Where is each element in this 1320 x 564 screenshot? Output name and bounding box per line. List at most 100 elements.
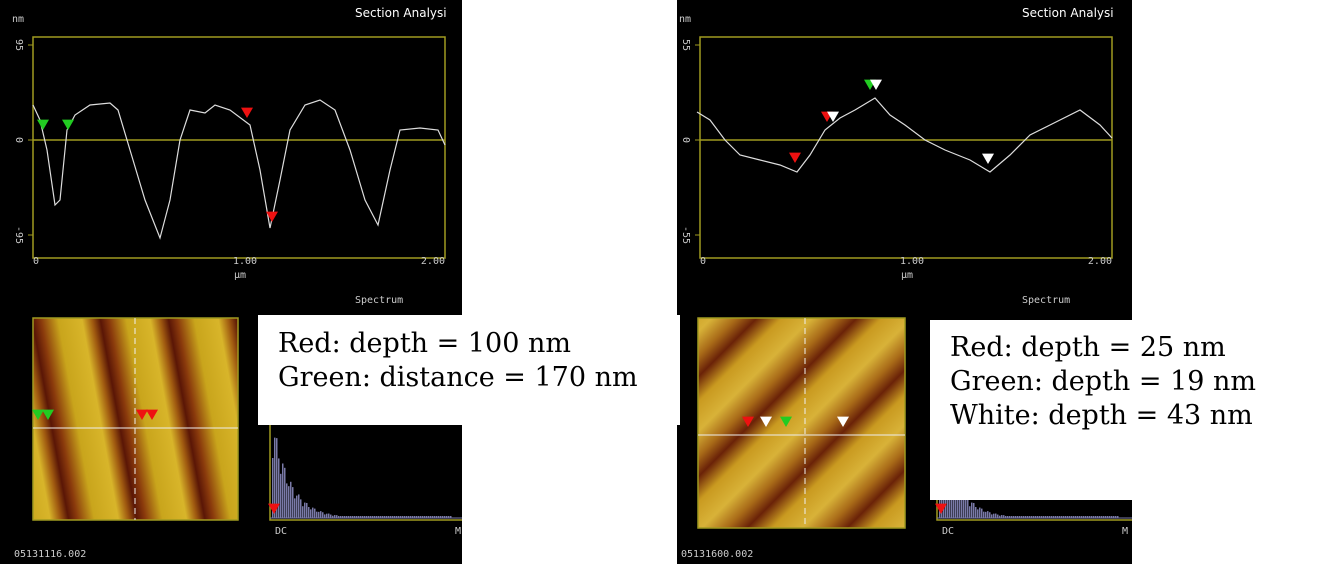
spectrum-bar [278,458,280,518]
cursor-marker [268,503,280,514]
spectrum-bar [1023,516,1025,518]
spectrum-bar [1117,516,1119,518]
spectrum-bar [326,513,328,518]
spectrum-bar [310,509,312,518]
spectrum-bar [1047,516,1049,518]
spectrum-bar [414,516,416,518]
spectrum-bar [999,515,1001,518]
cursor-marker [146,409,158,420]
spectrum-bar [382,516,384,518]
spectrum-bar [304,502,306,518]
spectrum-bar [332,515,334,518]
spectrum-tick: M [455,526,461,537]
spectrum-bar [1101,516,1103,518]
panel-title: Section Analysi [1022,6,1114,20]
spectrum-bar [1057,516,1059,518]
spectrum-bar [1075,516,1077,518]
spectrum-bar [370,516,372,518]
spectrum-bar [306,502,308,518]
spectrum-bar [432,516,434,518]
spectrum-bar [1079,516,1081,518]
cursor-marker [136,409,148,420]
y-tick-label: 95 [13,39,24,51]
spectrum-bar [276,438,278,518]
spectrum-tick: DC [942,526,954,537]
spectrum-bar [318,511,320,518]
spectrum-bar [1105,516,1107,518]
spectrum-bar [1039,516,1041,518]
spectrum-bar [282,463,284,518]
spectrum-bar [336,515,338,518]
x-axis-label: µm [901,270,913,281]
spectrum-bar [446,516,448,518]
spectrum-bar [354,516,356,518]
spectrum-bar [322,512,324,518]
cursor-marker [935,503,947,514]
spectrum-bar [314,508,316,518]
spectrum-bar [1019,516,1021,518]
screenshot-panel: nm Section Analysi 55 0 -55 0 1.00 2.00 µm Spectr… [677,0,1132,564]
spectrum-bar [328,513,330,518]
plot-frame [32,36,446,259]
screenshot-panel: nm Section Analysi 95 0 -95 0 1.00 2.00 µm Spectr… [0,0,462,564]
spectrum-bar [1111,516,1113,518]
spectrum-bar [398,516,400,518]
note-text: Red: depth = 25 nm [950,332,1226,363]
cursor-marker [42,409,54,420]
spectrum-bar [1045,516,1047,518]
spectrum-bar [1003,515,1005,518]
spectrum-bar [981,508,983,518]
spectrum-bar [412,516,414,518]
spectrum-bar [320,511,322,518]
spectrum-bar [388,516,390,518]
spectrum-bar [360,516,362,518]
spectrum-bar [973,502,975,518]
note-box [930,320,1320,500]
y-tick-label: -95 [13,226,24,244]
spectrum-bar [987,511,989,518]
spectrum-bar [1011,516,1013,518]
spectrum-bar [1049,516,1051,518]
spectrum-bar [969,506,971,518]
spectrum-bar [1109,516,1111,518]
spectrum-bar [442,516,444,518]
spectrum-bar [410,516,412,518]
x-tick-label: 0 [700,256,706,267]
spectrum-bar [436,516,438,518]
spectrum-bar [1029,516,1031,518]
spectrum-bar [342,516,344,518]
spectrum-bar [1087,516,1089,518]
spectrum-bar [989,512,991,518]
spectrum-bar [1017,516,1019,518]
x-tick-label: 2.00 [1088,256,1112,267]
spectrum-bar [300,499,302,518]
spectrum-title: Spectrum [1022,295,1070,306]
spectrum-bar [1093,516,1095,518]
spectrum-bar [1065,516,1067,518]
spectrum-bar [963,495,965,518]
spectrum-bar [1015,516,1017,518]
spectrum-bar [404,516,406,518]
note-text: Red: depth = 100 nm [278,328,571,359]
cursor-marker [837,416,849,427]
spectrum-bar [1069,516,1071,518]
panel-title: Section Analysi [355,6,447,20]
spectrum-bar [402,516,404,518]
spectrum-bar [296,495,298,518]
spectrum-tick: M [1122,526,1128,537]
spectrum-bar [298,494,300,518]
note-text: Green: depth = 19 nm [950,366,1256,397]
spectrum-bar [340,516,342,518]
spectrum-bar [348,516,350,518]
spectrum-bar [274,437,276,518]
spectrum-bar [356,516,358,518]
spectrum-bar [444,516,446,518]
spectrum-bar [302,506,304,518]
spectrum-bar [324,514,326,518]
spectrum-bar [1067,516,1069,518]
spectrum-bar [961,498,963,518]
spectrum-bar [338,515,340,518]
note-text: White: depth = 43 nm [950,400,1253,431]
spectrum-bar [1061,516,1063,518]
